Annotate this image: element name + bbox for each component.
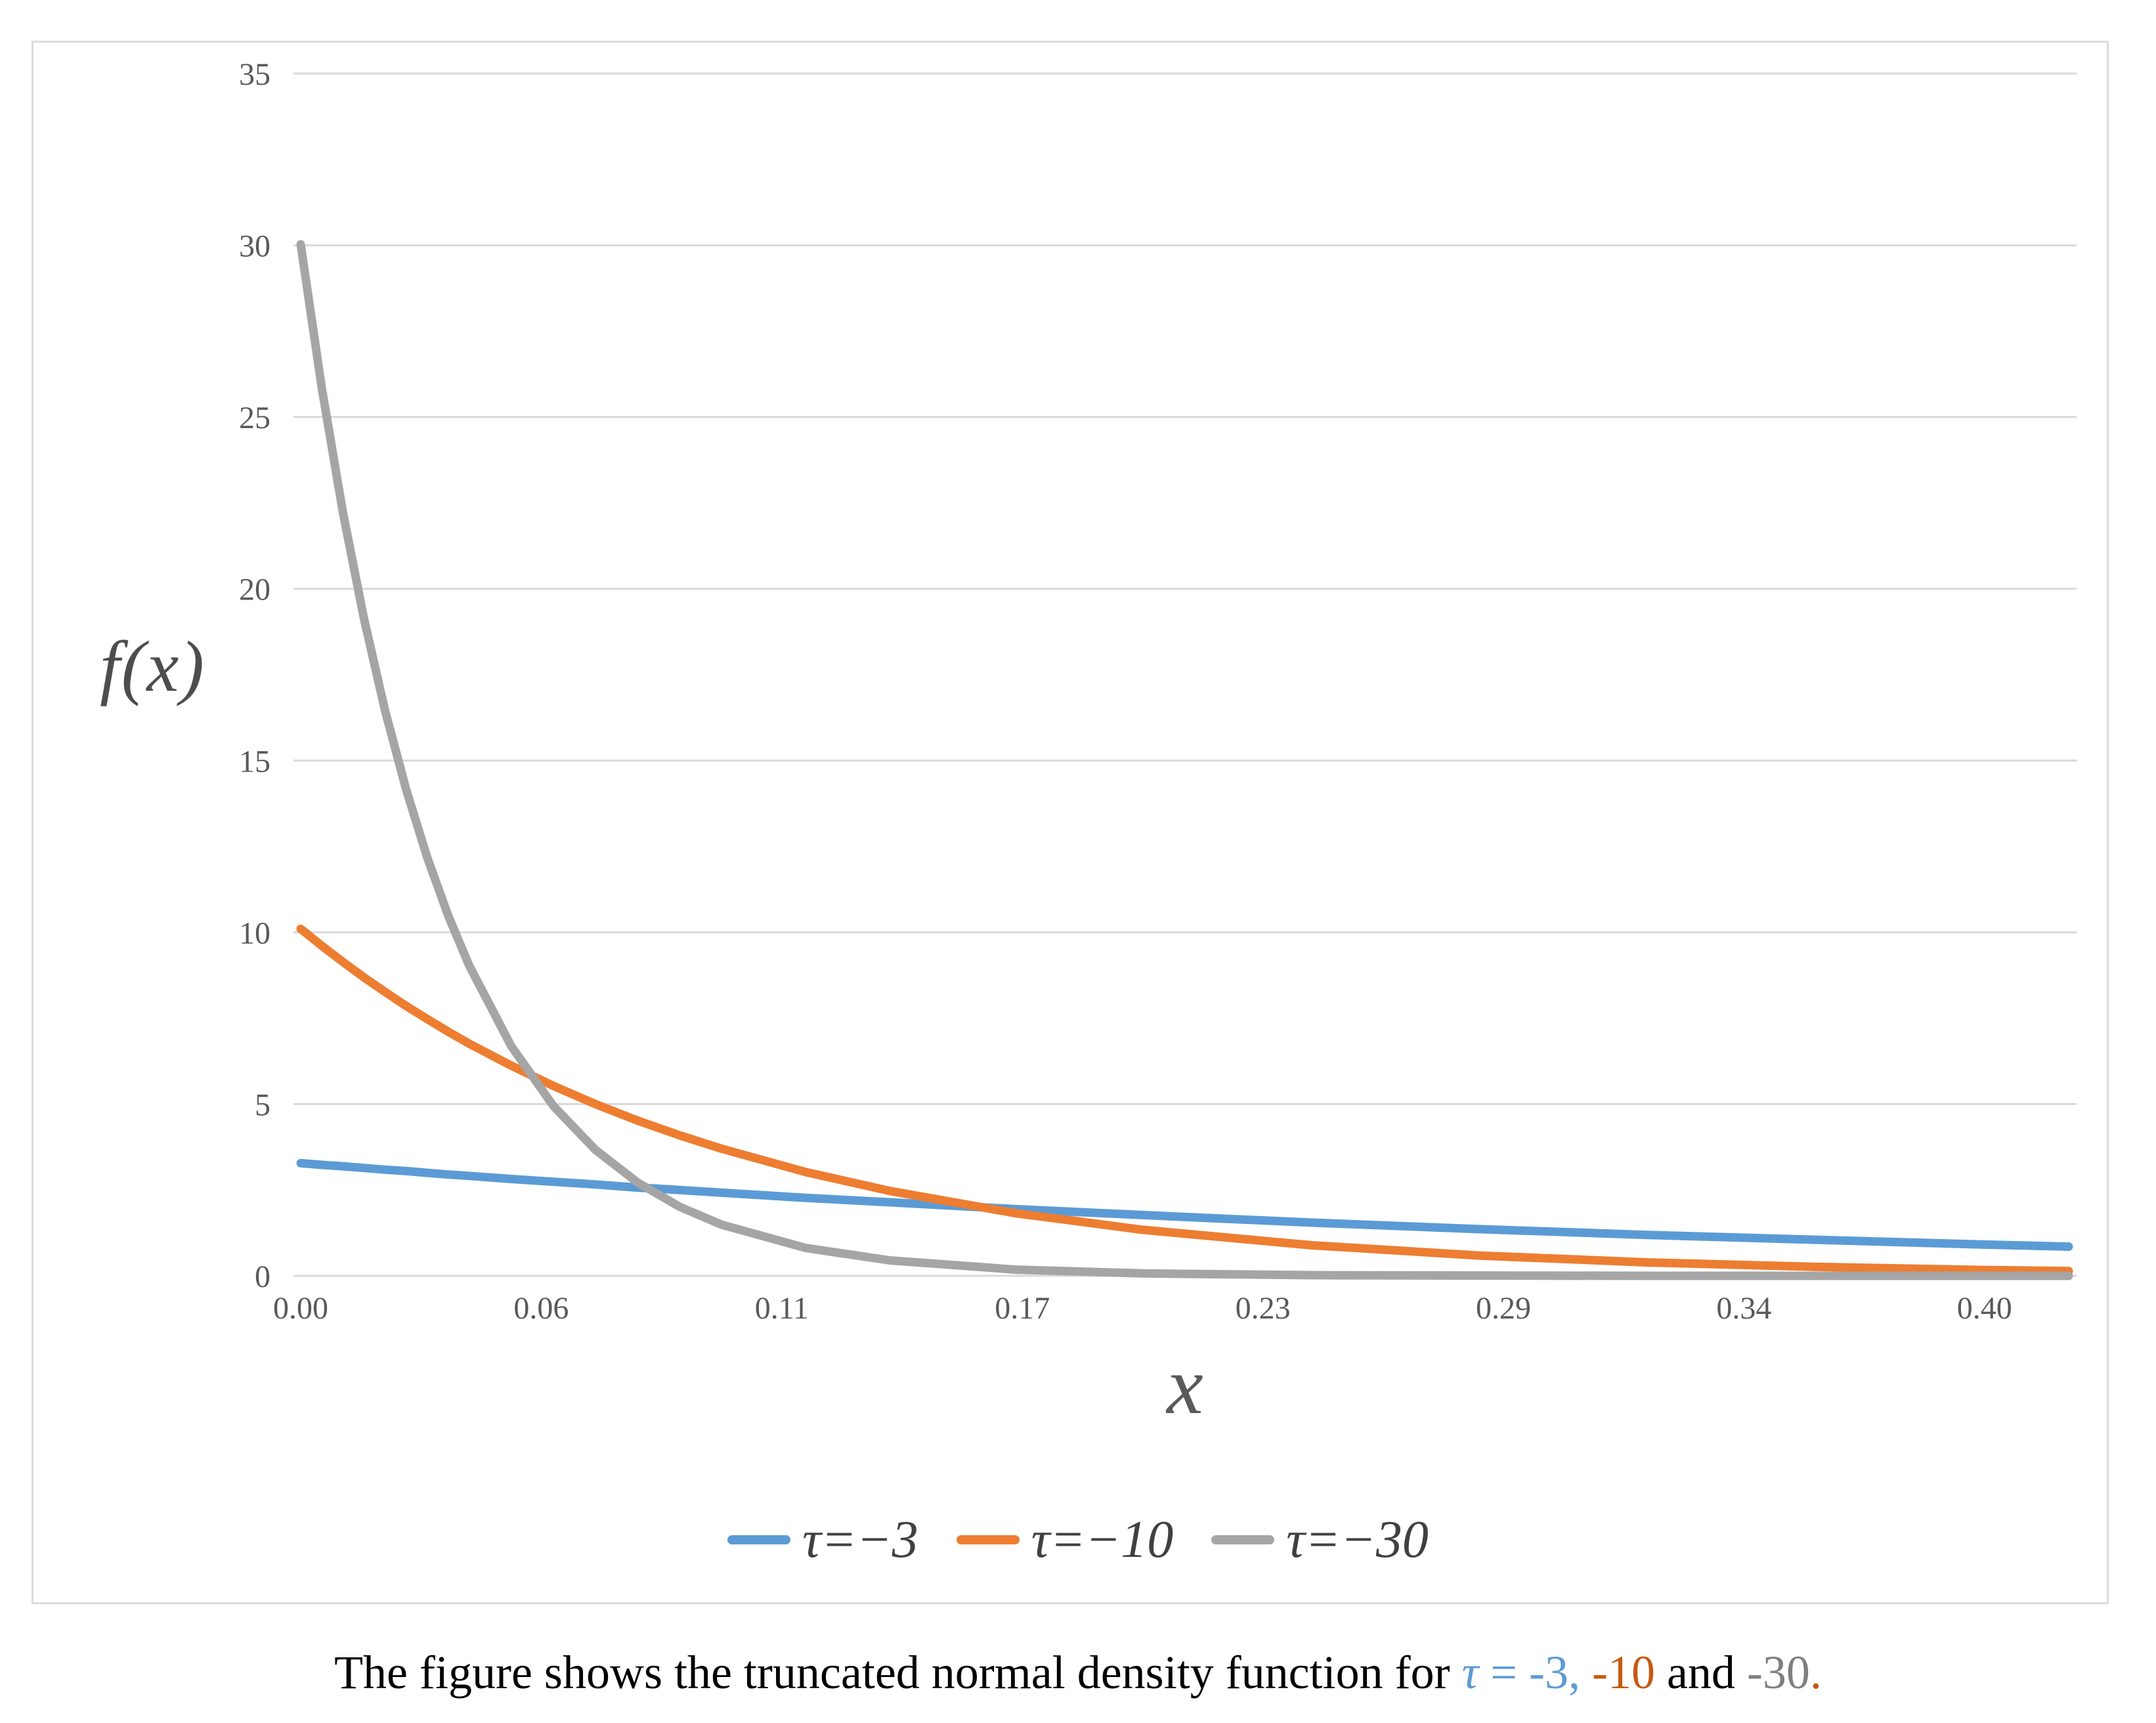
caption-segment-0: The figure shows the truncated normal de… [334, 1646, 1462, 1699]
legend-item-tau-minus-30: τ=−30 [1211, 1514, 1429, 1566]
y-tick-label-20: 20 [239, 573, 270, 607]
legend-item-tau-minus-3: τ=−3 [727, 1514, 918, 1566]
chart-frame [32, 41, 2109, 1604]
caption-segment-1: τ [1461, 1646, 1479, 1699]
y-tick-label-15: 15 [239, 744, 270, 779]
caption-segment-4: and [1654, 1646, 1735, 1699]
y-tick-label-10: 10 [239, 916, 270, 951]
caption-segment-3: -10 [1580, 1646, 1655, 1699]
legend-swatch-tau-minus-10 [956, 1535, 1020, 1544]
figure-caption: The figure shows the truncated normal de… [0, 1646, 2156, 1700]
x-tick-label-0.29: 0.29 [1476, 1291, 1531, 1326]
caption-segment-6: . [1809, 1646, 1822, 1699]
series-line-tau-minus-3 [296, 1158, 2073, 1251]
x-tick-label-0.06: 0.06 [513, 1291, 569, 1326]
series-line-tau-minus-30 [296, 240, 2073, 1280]
legend-label-tau-minus-10: τ=−10 [1031, 1511, 1174, 1569]
x-tick-label-0.40: 0.40 [1957, 1291, 2012, 1326]
caption-segment-5: -30 [1735, 1646, 1810, 1699]
legend-label-tau-minus-3: τ=−3 [802, 1511, 918, 1569]
x-tick-label-0.00: 0.00 [273, 1291, 328, 1326]
x-tick-label-0.23: 0.23 [1236, 1291, 1291, 1326]
y-tick-label-0: 0 [255, 1259, 270, 1294]
series-line-tau-minus-10 [296, 925, 2073, 1276]
x-tick-label-0.17: 0.17 [995, 1291, 1050, 1326]
y-tick-label-35: 35 [239, 57, 270, 92]
x-axis-title: x [1167, 1341, 1203, 1431]
legend-swatch-tau-minus-30 [1211, 1535, 1275, 1544]
y-tick-label-25: 25 [239, 401, 270, 435]
x-tick-label-0.11: 0.11 [755, 1291, 809, 1326]
legend-label-tau-minus-30: τ=−30 [1286, 1511, 1429, 1569]
y-axis-title: f(x) [100, 626, 205, 707]
legend-item-tau-minus-10: τ=−10 [956, 1511, 1174, 1569]
legend-swatch-tau-minus-3 [727, 1535, 791, 1544]
y-tick-label-5: 5 [255, 1087, 270, 1122]
y-tick-label-30: 30 [239, 229, 270, 264]
chart-legend: τ=−3 τ=−10 τ=−30 [0, 1507, 2156, 1573]
caption-segment-2: = -3, [1478, 1646, 1580, 1699]
x-tick-label-0.34: 0.34 [1716, 1291, 1771, 1326]
